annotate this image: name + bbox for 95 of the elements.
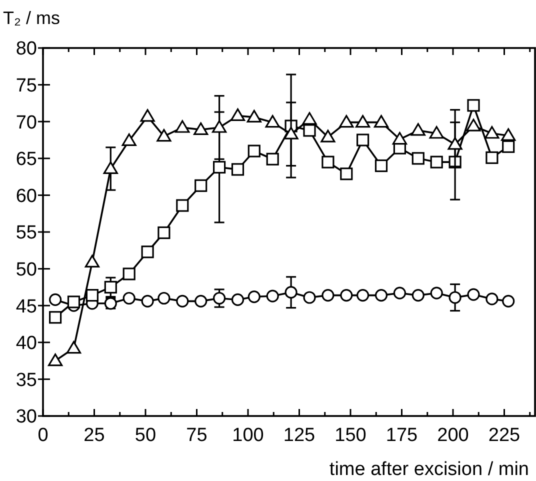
point: [141, 246, 154, 258]
point: [430, 286, 443, 300]
point: [467, 288, 480, 301]
x-tick-label: 25: [84, 425, 105, 446]
point: [284, 286, 298, 299]
point: [467, 99, 480, 112]
point: [393, 286, 406, 300]
point: [213, 292, 226, 305]
point: [103, 161, 118, 174]
point: [104, 280, 117, 294]
point: [302, 112, 317, 125]
point: [429, 126, 444, 139]
point: [246, 110, 262, 122]
y-tick-label: 50: [16, 259, 37, 280]
point: [502, 294, 515, 308]
point: [231, 163, 244, 176]
y-tick-label: 45: [16, 296, 37, 318]
point: [231, 293, 244, 306]
point: [303, 124, 316, 137]
y-tick-label: 30: [16, 406, 37, 428]
point: [84, 254, 100, 268]
point: [340, 168, 353, 180]
y-axis-title: T₂ / ms: [3, 8, 60, 28]
x-tick-label: 75: [186, 425, 208, 446]
point: [156, 129, 172, 142]
point: [430, 156, 443, 168]
y-tick-label: 40: [16, 333, 37, 354]
point: [484, 126, 500, 139]
point: [392, 132, 407, 145]
x-tick-label: 100: [232, 425, 264, 446]
point: [374, 288, 388, 302]
point: [486, 292, 498, 306]
point: [501, 128, 516, 141]
point: [175, 120, 190, 133]
x-tick-label: 175: [386, 425, 418, 446]
point: [67, 296, 80, 308]
point: [158, 226, 170, 240]
point: [320, 130, 336, 142]
y-tick-label: 80: [16, 38, 37, 60]
y-tick-label: 65: [16, 149, 37, 170]
point: [266, 152, 279, 166]
point: [266, 290, 279, 302]
point: [486, 151, 498, 164]
point: [303, 291, 316, 304]
point: [49, 293, 62, 306]
point: [194, 294, 208, 308]
point: [48, 354, 63, 366]
point: [265, 115, 280, 128]
point: [194, 179, 208, 192]
point: [356, 134, 370, 146]
point: [448, 137, 462, 150]
point: [284, 126, 298, 140]
point: [213, 160, 226, 174]
point: [176, 199, 189, 212]
point: [122, 292, 136, 305]
point: [410, 123, 426, 136]
point: [122, 268, 136, 280]
point: [212, 120, 227, 133]
point: [374, 115, 389, 128]
point: [66, 340, 82, 354]
point: [322, 156, 334, 168]
x-tick-label: 150: [334, 425, 366, 446]
x-axis-title: time after excision / min: [329, 459, 529, 480]
point: [248, 290, 260, 304]
x-tick-label: 0: [38, 425, 48, 446]
point: [141, 294, 154, 308]
x-tick-label: 125: [283, 425, 316, 446]
point: [230, 108, 246, 122]
y-tick-label: 60: [16, 186, 37, 207]
point: [176, 294, 189, 308]
point: [122, 133, 136, 146]
point: [412, 152, 424, 165]
point: [502, 140, 515, 153]
point: [158, 292, 170, 305]
point: [340, 288, 353, 302]
y-tick-label: 35: [16, 370, 37, 391]
y-tick-label: 75: [16, 75, 37, 96]
point: [339, 115, 354, 128]
point: [374, 159, 388, 172]
point: [248, 144, 260, 158]
y-tick-label: 55: [16, 222, 37, 244]
point: [194, 122, 208, 135]
y-tick-label: 70: [16, 112, 37, 134]
point: [140, 109, 155, 122]
point: [49, 311, 62, 324]
point: [412, 288, 424, 302]
point: [356, 288, 370, 302]
point: [86, 288, 98, 302]
point: [448, 291, 462, 304]
x-tick-label: 50: [134, 425, 156, 446]
point: [356, 115, 370, 128]
point: [322, 288, 334, 302]
x-tick-label: 225: [488, 425, 520, 446]
x-tick-label: 200: [437, 425, 469, 446]
point: [466, 118, 481, 132]
